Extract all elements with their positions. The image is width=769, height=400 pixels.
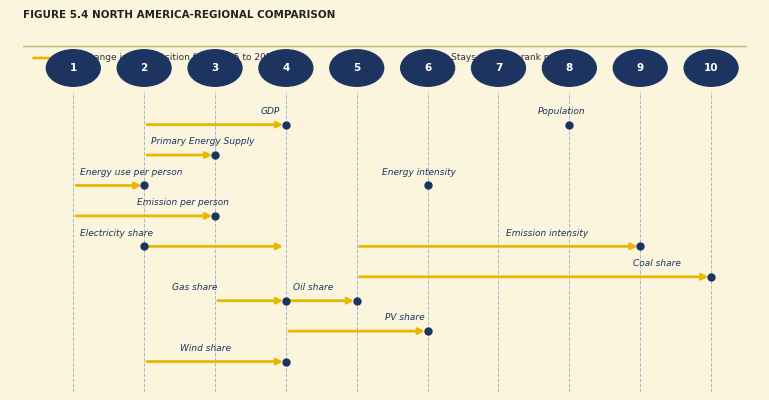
Text: 10: 10: [704, 63, 718, 73]
Text: Oil share: Oil share: [293, 283, 333, 292]
Circle shape: [684, 50, 738, 86]
Circle shape: [259, 50, 313, 86]
Text: 8: 8: [566, 63, 573, 73]
Circle shape: [46, 50, 100, 86]
Circle shape: [471, 50, 525, 86]
Text: Gas share: Gas share: [172, 283, 218, 292]
Text: GDP: GDP: [261, 107, 281, 116]
Text: Primary Energy Supply: Primary Energy Supply: [151, 137, 255, 146]
Text: 7: 7: [494, 63, 502, 73]
Text: 2: 2: [141, 63, 148, 73]
Text: PV share: PV share: [385, 314, 424, 322]
Text: Energy intensity: Energy intensity: [381, 168, 455, 177]
Text: 9: 9: [637, 63, 644, 73]
Circle shape: [117, 50, 171, 86]
Text: Electricity share: Electricity share: [81, 229, 153, 238]
Text: 1: 1: [70, 63, 77, 73]
Text: Emission intensity: Emission intensity: [505, 229, 588, 238]
Text: 5: 5: [353, 63, 361, 73]
Circle shape: [614, 50, 667, 86]
Text: Population: Population: [538, 107, 585, 116]
Text: Stays stable in rank position: Stays stable in rank position: [451, 54, 580, 62]
Text: FIGURE 5.4 NORTH AMERICA-REGIONAL COMPARISON: FIGURE 5.4 NORTH AMERICA-REGIONAL COMPAR…: [23, 10, 335, 20]
Text: 6: 6: [424, 63, 431, 73]
Circle shape: [330, 50, 384, 86]
Text: 3: 3: [211, 63, 218, 73]
Text: Energy use per person: Energy use per person: [81, 168, 183, 177]
Text: Coal share: Coal share: [633, 259, 681, 268]
Circle shape: [542, 50, 596, 86]
Text: 4: 4: [282, 63, 290, 73]
Text: Change in rank position from 2015 to 2050: Change in rank position from 2015 to 205…: [82, 54, 278, 62]
Text: Emission per person: Emission per person: [137, 198, 229, 207]
Text: Wind share: Wind share: [180, 344, 231, 353]
Circle shape: [188, 50, 242, 86]
Circle shape: [401, 50, 454, 86]
